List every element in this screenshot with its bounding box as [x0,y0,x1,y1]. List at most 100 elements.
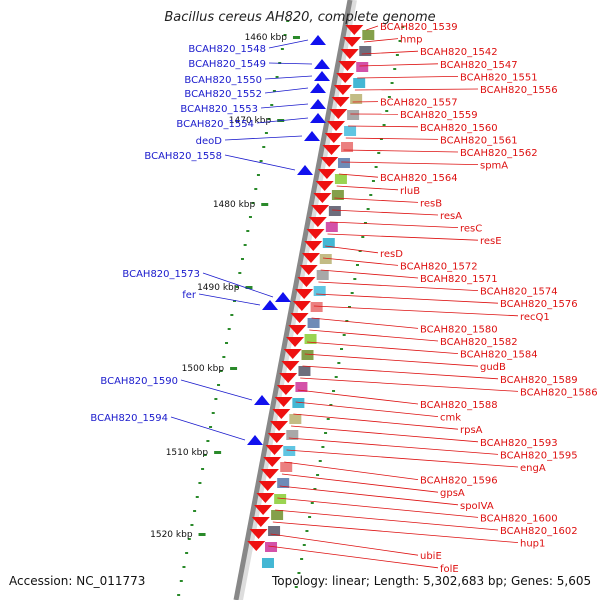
guide-dot [343,334,346,336]
right-gene-leader [280,486,458,505]
feature-block [353,78,365,88]
guide-dot [257,174,260,176]
scale-tick [261,203,268,206]
right-gene-label: BCAH820_1562 [460,148,538,159]
feature-block [317,270,329,280]
accession-label: Accession: NC_011773 [9,574,145,588]
guide-dot [228,328,231,330]
right-gene-label: BCAH820_1542 [420,47,498,58]
right-gene-label: BCAH820_1559 [400,110,478,121]
left-gene-label: BCAH820_1552 [184,89,262,100]
map-title: Bacillus cereus AH820, complete genome [0,10,600,25]
right-gene-leader [332,210,438,215]
feature-block [359,46,371,56]
left-gene-leader [269,63,312,64]
guide-dot [311,502,314,504]
scale-tick [230,367,237,370]
right-gene-label: engA [520,463,546,474]
scale-tick [214,451,221,454]
left-gene-label: fer [182,290,197,301]
feature-block [311,302,323,312]
feature-block [308,318,320,328]
guide-dot [212,412,215,414]
right-gene-label: resB [420,198,442,209]
feature-block [344,126,356,136]
left-gene-arrow [310,35,326,45]
right-gene-label: BCAH820_1586 [520,387,598,398]
feature-block [350,94,362,104]
right-gene-leader [357,76,458,78]
scale-tick-label: 1460 kbp [245,33,288,43]
guide-dot [353,278,356,280]
right-gene-label: BCAH820_1564 [380,173,458,184]
right-gene-leader [282,474,438,492]
right-gene-leader [355,89,478,90]
guide-dot [241,258,244,260]
left-gene-arrow [254,395,270,405]
left-gene-leader [225,155,295,170]
guide-dot [262,146,265,148]
right-gene-leader [268,546,438,568]
left-gene-arrow [247,435,263,445]
scale-tick [199,533,206,536]
right-gene-label: resE [480,236,502,247]
right-gene-label: BCAH820_1556 [480,85,558,96]
left-gene-label: BCAH820_1553 [180,104,258,115]
guide-dot [190,524,193,526]
right-gene-leader [341,162,478,165]
right-gene-leader [334,198,418,202]
guide-dot [198,482,201,484]
right-gene-label: BCAH820_1557 [380,98,458,109]
guide-dot [238,272,241,274]
right-gene-label: ubiE [420,551,442,562]
right-gene-label: BCAH820_1582 [440,337,518,348]
left-gene-leader [199,294,260,305]
feature-block [262,558,274,568]
guide-dot [391,82,394,84]
guide-dot [276,76,279,78]
guide-dot [383,124,386,126]
right-gene-label: spoIVA [460,501,494,512]
right-gene-label: cmk [440,413,461,424]
guide-dot [249,216,252,218]
guide-dot [225,342,228,344]
right-gene-label: BCAH820_1584 [460,350,538,361]
scale-tick-label: 1500 kbp [182,364,225,374]
left-gene-arrow [310,83,326,93]
guide-dot [300,558,303,560]
feature-block [271,510,283,520]
guide-dot [254,188,257,190]
scale-tick [293,36,300,39]
left-gene-label: BCAH820_1548 [188,44,266,55]
right-gene-leader [346,138,438,139]
right-gene-leader [275,510,498,530]
guide-dot [372,180,375,182]
left-gene-leader [265,88,308,93]
right-gene-label: BCAH820_1588 [420,400,498,411]
guide-dot [265,132,268,134]
guide-dot [327,418,330,420]
feature-block [362,30,374,40]
guide-dot [180,580,183,582]
left-gene-arrow [314,71,330,81]
guide-dot [177,594,180,596]
scale-tick-label: 1520 kbp [150,530,193,540]
right-gene-label: BCAH820_1596 [420,476,498,487]
right-gene-label: gudB [480,362,506,373]
right-gene-label: rluB [400,186,420,197]
left-gene-label: BCAH820_1549 [188,59,266,70]
right-gene-label: BCAH820_1576 [500,299,578,310]
feature-block [347,110,359,120]
right-gene-leader [287,450,519,467]
right-gene-leader [330,222,458,228]
feature-block [283,446,295,456]
guide-dot [217,384,220,386]
guide-dot [319,460,322,462]
feature-block [326,222,338,232]
guide-dot [361,236,364,238]
left-gene-leader [265,76,312,79]
right-gene-leader [271,534,418,555]
guide-dot [351,292,354,294]
guide-dot [201,468,204,470]
